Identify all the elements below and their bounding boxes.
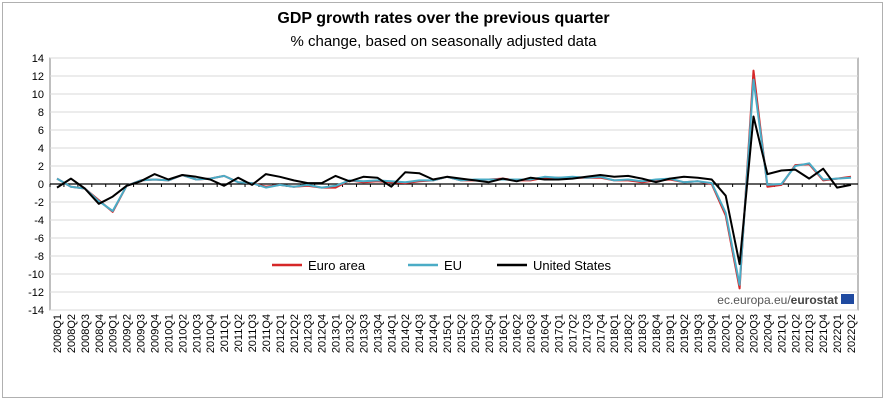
x-tick-label: 2015Q4 <box>484 314 496 353</box>
x-tick-label: 2020Q1 <box>721 314 733 353</box>
y-tick-label: 4 <box>38 143 44 155</box>
x-tick-label: 2013Q3 <box>358 314 370 353</box>
x-tick-label: 2011Q1 <box>219 314 231 352</box>
x-tick-label: 2012Q4 <box>317 314 329 353</box>
x-tick-label: 2013Q1 <box>331 314 343 353</box>
x-tick-label: 2014Q3 <box>414 314 426 353</box>
x-tick-label: 2013Q4 <box>372 314 384 353</box>
x-tick-label: 2020Q3 <box>749 314 761 353</box>
x-axis-ticks: 2008Q1 2008Q2 2008Q3 2008Q4 2009Q1 2009Q2 2009… <box>52 314 858 353</box>
x-tick-label: 2021Q4 <box>818 314 830 353</box>
x-tick-label: 2013Q2 <box>345 314 357 353</box>
x-tick-label: 2022Q2 <box>846 314 858 353</box>
y-tick-label: -4 <box>34 215 44 227</box>
series-line-united-states <box>56 115 852 266</box>
x-tick-label: 2019Q1 <box>665 314 677 353</box>
source-url: ec.europa.eu/eurostat <box>717 293 838 307</box>
x-tick-label: 2015Q2 <box>456 314 468 353</box>
x-tick-label: 2008Q1 <box>52 314 64 353</box>
y-tick-label: -10 <box>28 269 44 281</box>
x-tick-label: 2017Q3 <box>581 314 593 353</box>
x-tick-label: 2010Q1 <box>163 314 175 353</box>
y-tick-label: -8 <box>34 251 44 263</box>
x-tick-label: 2016Q3 <box>526 314 538 353</box>
x-tick-label: 2020Q2 <box>735 314 747 353</box>
x-tick-label: 2016Q1 <box>498 314 510 353</box>
source-credit: ec.europa.eu/eurostat <box>717 293 854 307</box>
y-tick-label: 10 <box>32 89 44 101</box>
y-tick-label: 8 <box>38 107 44 119</box>
y-tick-label: -12 <box>28 287 44 299</box>
x-tick-label: 2018Q1 <box>609 314 621 353</box>
chart-subtitle: % change, based on seasonally adjusted d… <box>290 33 597 50</box>
x-tick-label: 2010Q3 <box>191 314 203 353</box>
x-tick-label: 2022Q1 <box>832 314 844 353</box>
x-tick-label: 2020Q4 <box>762 314 774 353</box>
chart-title: GDP growth rates over the previous quart… <box>277 10 610 27</box>
x-tick-label: 2014Q4 <box>428 314 440 353</box>
x-tick-label: 2018Q2 <box>623 314 635 353</box>
legend: Euro area EU United States <box>272 258 612 273</box>
x-tick-label: 2017Q2 <box>567 314 579 353</box>
x-tick-label: 2021Q3 <box>804 314 816 353</box>
x-tick-label: 2010Q2 <box>177 314 189 353</box>
source-url-plain: ec.europa.eu/ <box>717 293 791 307</box>
y-tick-label: 0 <box>38 179 44 191</box>
y-tick-label: -14 <box>28 305 44 317</box>
x-tick-label: 2012Q3 <box>303 314 315 353</box>
x-tick-label: 2021Q2 <box>790 314 802 353</box>
y-tick-label: 6 <box>38 125 44 137</box>
y-tick-label: 12 <box>32 71 44 83</box>
y-tick-label: 14 <box>32 53 44 65</box>
x-tick-label: 2008Q4 <box>94 314 106 353</box>
x-tick-label: 2011Q3 <box>247 314 259 352</box>
x-tick-label: 2009Q2 <box>122 314 134 353</box>
grid-lines <box>50 57 858 311</box>
x-tick-label: 2018Q3 <box>637 314 649 353</box>
x-tick-label: 2019Q4 <box>707 314 719 353</box>
x-tick-label: 2019Q2 <box>679 314 691 353</box>
source-url-bold: eurostat <box>791 293 838 307</box>
x-tick-label: 2017Q1 <box>553 314 565 353</box>
x-tick-label: 2019Q3 <box>693 314 705 353</box>
y-axis-ticks: 14 12 10 8 6 4 2 0 -2 -4 -6 -8 -10 -12 -14 <box>28 53 44 317</box>
x-tick-label: 2012Q2 <box>289 314 301 353</box>
x-tick-label: 2008Q2 <box>66 314 78 353</box>
x-tick-label: 2016Q4 <box>540 314 552 353</box>
y-tick-label: -6 <box>34 233 44 245</box>
eu-flag-icon <box>841 294 854 304</box>
x-tick-label: 2014Q1 <box>386 314 398 353</box>
legend-label-eu: EU <box>444 258 462 273</box>
x-tick-label: 2021Q1 <box>776 314 788 353</box>
y-tick-label: -2 <box>34 197 44 209</box>
legend-label-euro-area: Euro area <box>308 258 366 273</box>
x-tick-label: 2008Q3 <box>80 314 92 353</box>
series-lines <box>56 69 852 290</box>
x-tick-label: 2011Q4 <box>261 314 273 352</box>
x-tick-label: 2010Q4 <box>205 314 217 353</box>
x-tick-label: 2012Q1 <box>275 314 287 353</box>
x-tick-label: 2015Q1 <box>442 314 454 353</box>
legend-label-united-states: United States <box>533 258 612 273</box>
x-tick-label: 2009Q1 <box>108 314 120 353</box>
x-tick-label: 2011Q2 <box>233 314 245 352</box>
x-tick-label: 2017Q4 <box>595 314 607 353</box>
x-tick-label: 2009Q4 <box>149 314 161 353</box>
y-tick-label: 2 <box>38 161 44 173</box>
x-tick-label: 2009Q3 <box>136 314 148 353</box>
x-tick-label: 2016Q2 <box>512 314 524 353</box>
x-tick-label: 2014Q2 <box>400 314 412 353</box>
x-tick-label: 2015Q3 <box>470 314 482 353</box>
x-tick-label: 2018Q4 <box>651 314 663 353</box>
